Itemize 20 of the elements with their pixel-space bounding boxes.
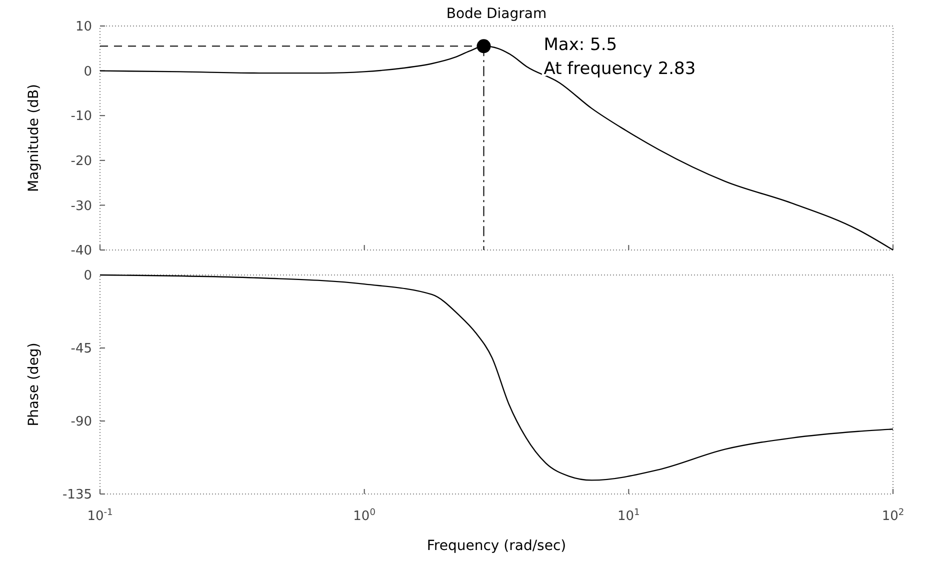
y-tick-label: 10 [75, 20, 92, 35]
y-tick-label: -30 [70, 198, 92, 214]
x-axis-title: Frequency (rad/sec) [426, 538, 566, 554]
annotation: At frequency 2.83 [544, 59, 696, 80]
y-tick-label: -40 [70, 244, 92, 259]
x-tick-label: 10$^{-1}$ [87, 508, 113, 524]
y-tick-label: -90 [70, 414, 92, 430]
x-tick-label: 10$^{0}$ [353, 508, 376, 524]
y-axis-title: Phase (deg) [26, 342, 42, 426]
x-tick-label: 10$^{1}$ [617, 508, 640, 524]
annotation: Max: 5.5 [544, 35, 618, 56]
y-tick-label: 0 [84, 268, 92, 284]
x-tick-label: 10$^{2}$ [882, 508, 904, 524]
y-tick-label: -45 [70, 342, 92, 357]
y-tick-label: -20 [70, 154, 92, 169]
chart-title: Bode Diagram [446, 6, 547, 22]
y-tick-label: -135 [62, 488, 92, 503]
y-axis-title: Magnitude (dB) [26, 84, 42, 192]
y-tick-label: -10 [70, 109, 92, 124]
y-tick-label: 0 [84, 64, 92, 80]
